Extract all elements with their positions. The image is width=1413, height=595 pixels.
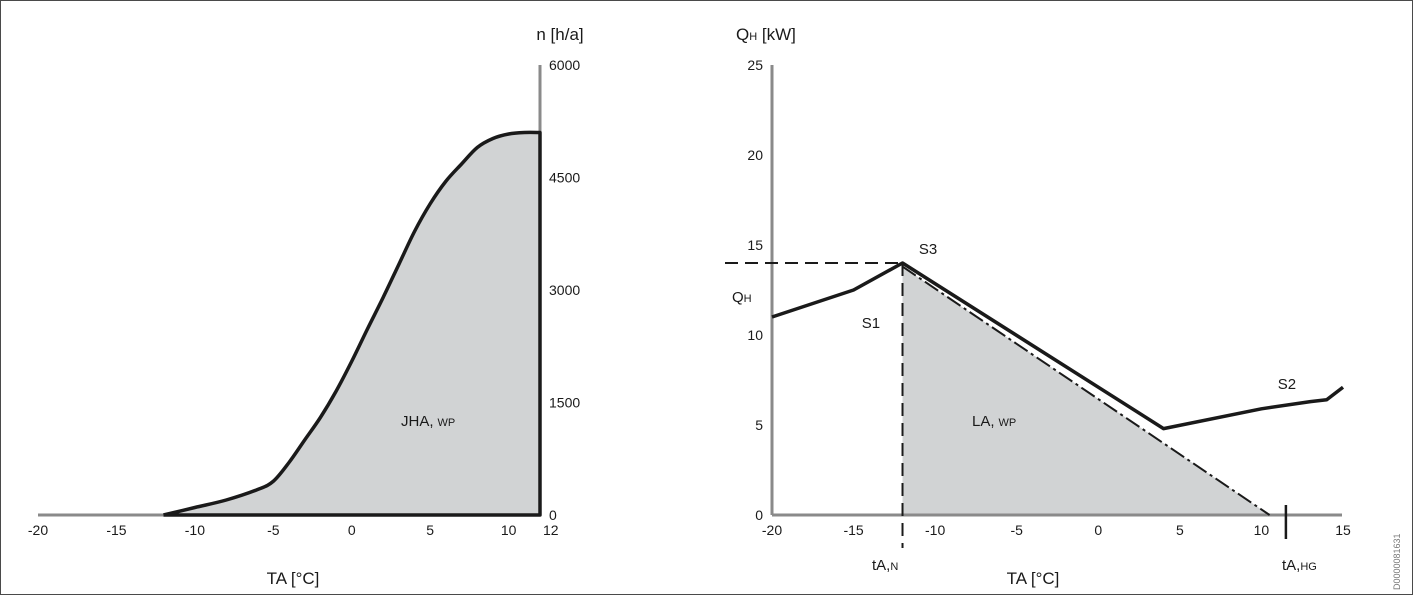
right-area-label-main: LA,: [972, 413, 995, 430]
left-x-axis-title: TA [°C]: [267, 569, 320, 588]
left-y-tick-label: 1500: [549, 395, 580, 411]
right-x-tick-label: 15: [1335, 522, 1351, 538]
tahg-label-main: tA,: [1282, 557, 1300, 574]
right-y-tick-label: 20: [747, 147, 763, 163]
right-x-tick-label: 5: [1176, 522, 1184, 538]
tahg-label: tA,HG: [1282, 557, 1317, 574]
left-x-tick-label: 0: [348, 522, 356, 538]
qh-label: QH: [732, 289, 752, 306]
left-x-tick-label: 10: [501, 522, 517, 538]
tan-label: tA,N: [872, 557, 898, 574]
qh-label-sub: H: [744, 293, 752, 305]
right-area-label-sub: WP: [999, 417, 1017, 429]
right-y-tick-label: 15: [747, 237, 763, 253]
right-y-tick-label: 0: [755, 507, 763, 523]
tan-label-sub: N: [890, 561, 898, 573]
left-x-tick-label: 12: [543, 522, 559, 538]
left-y-tick-label: 4500: [549, 170, 580, 186]
right-y-axis-title-main: Q: [736, 25, 749, 44]
left-x-tick-label: -20: [28, 522, 48, 538]
left-y-tick-label: 3000: [549, 282, 580, 298]
right-x-tick-label: 0: [1094, 522, 1102, 538]
tahg-label-sub: HG: [1300, 561, 1317, 573]
left-chart: -20 -15 -10 -5 0 5 10 12 0 1500 3000 4500 6000 n [h…: [28, 25, 584, 588]
left-y-tick-label: 6000: [549, 57, 580, 73]
tan-label-main: tA,: [872, 557, 890, 574]
left-curve: [163, 130, 542, 517]
left-y-tick-labels: 0 1500 3000 4500 6000: [549, 57, 580, 523]
right-y-tick-labels: 0 5 10 15 20 25: [747, 57, 763, 523]
right-y-axis-title-unit: [kW]: [757, 25, 796, 44]
annotation-s1: S1: [862, 315, 880, 332]
right-area-label: LA, WP: [972, 413, 1016, 430]
left-x-tick-labels: -20 -15 -10 -5 0 5 10 12: [28, 522, 559, 538]
left-x-tick-label: -10: [185, 522, 205, 538]
dash-dot-line: [901, 265, 1271, 516]
right-y-tick-label: 25: [747, 57, 763, 73]
right-y-tick-label: 10: [747, 327, 763, 343]
annotation-s2: S2: [1278, 376, 1296, 393]
left-y-axis-title: n [h/a]: [536, 25, 583, 44]
right-y-tick-label: 5: [755, 417, 763, 433]
right-x-tick-labels: -20 -15 -10 -5 0 5 10 15: [762, 522, 1351, 538]
right-y-axis-title: QH [kW]: [736, 25, 796, 44]
left-x-tick-label: 5: [426, 522, 434, 538]
heat-demand-curve: [771, 261, 1345, 431]
right-x-tick-label: -20: [762, 522, 782, 538]
right-x-tick-label: -10: [925, 522, 945, 538]
left-area-label: JHA, WP: [401, 413, 455, 430]
right-x-tick-label: 10: [1254, 522, 1270, 538]
annotation-s3: S3: [919, 241, 937, 258]
left-x-tick-label: -15: [106, 522, 126, 538]
right-x-tick-label: -5: [1010, 522, 1023, 538]
left-x-tick-label: -5: [267, 522, 280, 538]
left-area-fill: [163, 132, 540, 515]
right-x-tick-label: -15: [843, 522, 863, 538]
document-id: D0000081631: [1392, 533, 1402, 590]
right-y-axis-title-sub: H: [749, 31, 757, 43]
right-x-axis-title: TA [°C]: [1007, 569, 1060, 588]
qh-label-main: Q: [732, 289, 744, 306]
left-y-tick-label: 0: [549, 507, 557, 523]
left-area-label-main: JHA,: [401, 413, 434, 430]
right-annotations: S3 S1 S2: [862, 241, 1296, 393]
left-area-label-sub: WP: [438, 417, 456, 429]
